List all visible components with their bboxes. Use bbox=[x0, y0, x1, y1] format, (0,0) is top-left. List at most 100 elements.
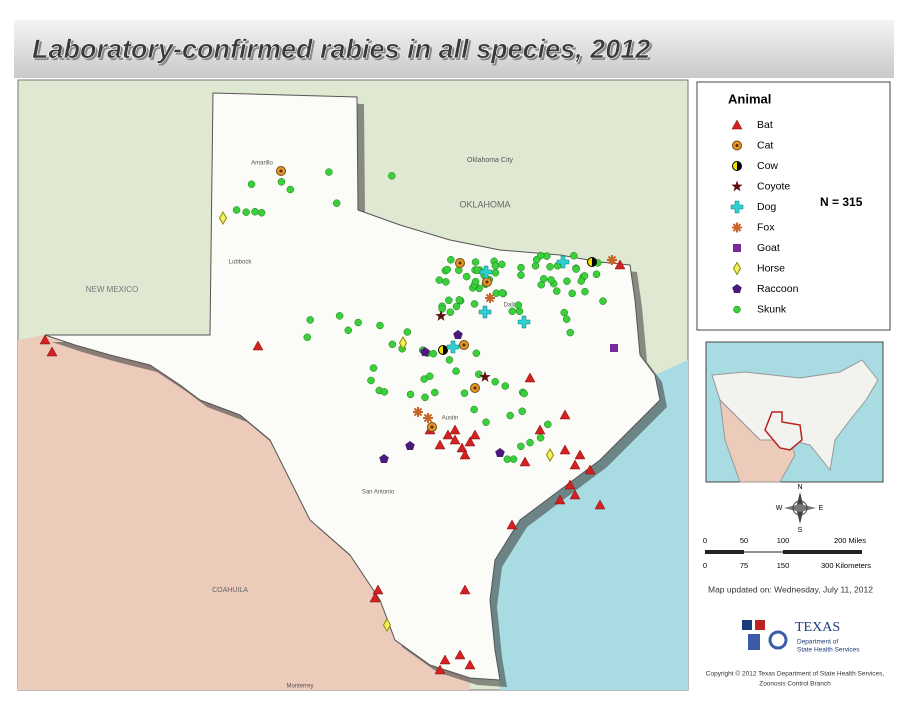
raccoon-marker bbox=[420, 347, 430, 356]
cat-dot bbox=[473, 386, 477, 390]
legend-label: Cat bbox=[757, 139, 773, 151]
skunk-marker bbox=[442, 278, 450, 286]
skunk-marker bbox=[470, 300, 479, 308]
skunk-marker bbox=[520, 389, 528, 398]
legend-label: Skunk bbox=[757, 303, 787, 315]
logo-name: TEXAS bbox=[795, 620, 840, 635]
dog-marker bbox=[730, 200, 744, 214]
scale-miles: 50 bbox=[740, 536, 748, 545]
skunk-marker bbox=[570, 251, 578, 260]
skunk-marker bbox=[531, 262, 540, 270]
cat-dot bbox=[485, 280, 489, 284]
compass-needle bbox=[784, 504, 816, 512]
skunk-marker bbox=[325, 168, 333, 176]
skunk-marker bbox=[354, 318, 362, 327]
bat-marker bbox=[519, 456, 531, 467]
place-label: COAHUILA bbox=[212, 587, 248, 594]
skunk-marker bbox=[501, 382, 509, 390]
bat-marker bbox=[449, 434, 461, 445]
horse-marker bbox=[382, 618, 392, 632]
dog-marker bbox=[517, 315, 531, 329]
copyright: Copyright © 2012 Texas Department of Sta… bbox=[706, 670, 885, 678]
skunk-marker bbox=[471, 258, 480, 266]
bat-marker bbox=[731, 119, 743, 130]
skunk-marker bbox=[455, 296, 464, 304]
horse-marker bbox=[545, 448, 555, 462]
scale-km: 0 bbox=[703, 561, 707, 570]
scale-seg bbox=[783, 550, 862, 554]
title-shadow: Laboratory-confirmed rabies in all speci… bbox=[34, 36, 652, 66]
skunk-marker bbox=[509, 455, 518, 463]
title: Laboratory-confirmed rabies in all speci… bbox=[32, 34, 650, 64]
bat-marker bbox=[559, 444, 571, 455]
fox-marker bbox=[413, 407, 423, 417]
skunk-marker bbox=[514, 301, 523, 309]
fox-marker bbox=[607, 255, 617, 265]
bat-marker bbox=[524, 372, 536, 383]
skunk-marker bbox=[506, 411, 514, 420]
skunk-marker bbox=[460, 389, 469, 397]
skunk-marker bbox=[568, 289, 576, 298]
cat-dot bbox=[279, 169, 283, 173]
skunk-marker bbox=[515, 307, 524, 316]
skunk-marker bbox=[560, 308, 568, 317]
place-label: Oklahoma City bbox=[467, 157, 513, 164]
skunk-marker bbox=[566, 328, 575, 337]
horse-marker bbox=[218, 211, 228, 225]
skunk-marker bbox=[286, 185, 295, 194]
bat-marker bbox=[434, 664, 446, 675]
markers bbox=[39, 166, 626, 675]
scale-miles: 0 bbox=[703, 536, 707, 545]
skunk-marker bbox=[581, 287, 589, 296]
legend-label: Fox bbox=[757, 221, 775, 233]
goat-marker bbox=[733, 244, 741, 252]
compass-letter: E bbox=[819, 505, 824, 512]
legend-label: Cow bbox=[757, 160, 778, 172]
bat-marker bbox=[252, 340, 264, 351]
legend-label: Horse bbox=[757, 262, 785, 274]
skunk-marker bbox=[232, 206, 241, 214]
coyote-marker bbox=[731, 180, 743, 192]
skunk-marker bbox=[470, 405, 478, 414]
skunk-marker bbox=[445, 296, 453, 305]
skunk-marker bbox=[475, 370, 483, 378]
skunk-marker bbox=[572, 265, 580, 273]
legend-label: Coyote bbox=[757, 180, 790, 192]
place-label: Amarillo bbox=[251, 161, 273, 167]
bat-marker bbox=[569, 489, 581, 500]
scale-km: 300 Kilometers bbox=[821, 561, 871, 570]
skunk-marker bbox=[517, 271, 525, 279]
bat-marker bbox=[554, 494, 566, 505]
scale-seg bbox=[705, 550, 744, 554]
legend-title: Animal bbox=[728, 91, 771, 106]
skunk-marker bbox=[540, 275, 548, 283]
scale-miles: 100 bbox=[777, 536, 790, 545]
logo-mark bbox=[755, 620, 765, 630]
goat-marker bbox=[610, 344, 618, 352]
skunk-marker bbox=[553, 287, 561, 295]
inset-texas bbox=[764, 411, 803, 451]
skunk-marker bbox=[335, 312, 344, 320]
skunk-marker bbox=[517, 442, 525, 451]
scale-km: 150 bbox=[777, 561, 790, 570]
skunk-marker bbox=[482, 418, 490, 426]
compass-letter: S bbox=[798, 527, 803, 534]
bat-marker bbox=[569, 459, 581, 470]
bat-marker bbox=[439, 654, 451, 665]
scale-bar bbox=[705, 550, 862, 554]
place-label: Lubbock bbox=[229, 260, 253, 266]
cat-dot bbox=[430, 425, 434, 429]
skunk-marker bbox=[536, 433, 545, 442]
bat-marker bbox=[469, 429, 481, 440]
skunk-marker bbox=[526, 438, 534, 447]
bat-marker bbox=[449, 424, 461, 435]
bat-marker bbox=[369, 592, 381, 603]
raccoon-marker bbox=[495, 448, 505, 457]
place-label: OKLAHOMA bbox=[459, 199, 510, 209]
dog-marker bbox=[478, 305, 492, 319]
bat-marker bbox=[459, 584, 471, 595]
bat-marker bbox=[442, 429, 454, 440]
case-count: N = 315 bbox=[820, 195, 863, 209]
fox-marker bbox=[423, 413, 433, 423]
